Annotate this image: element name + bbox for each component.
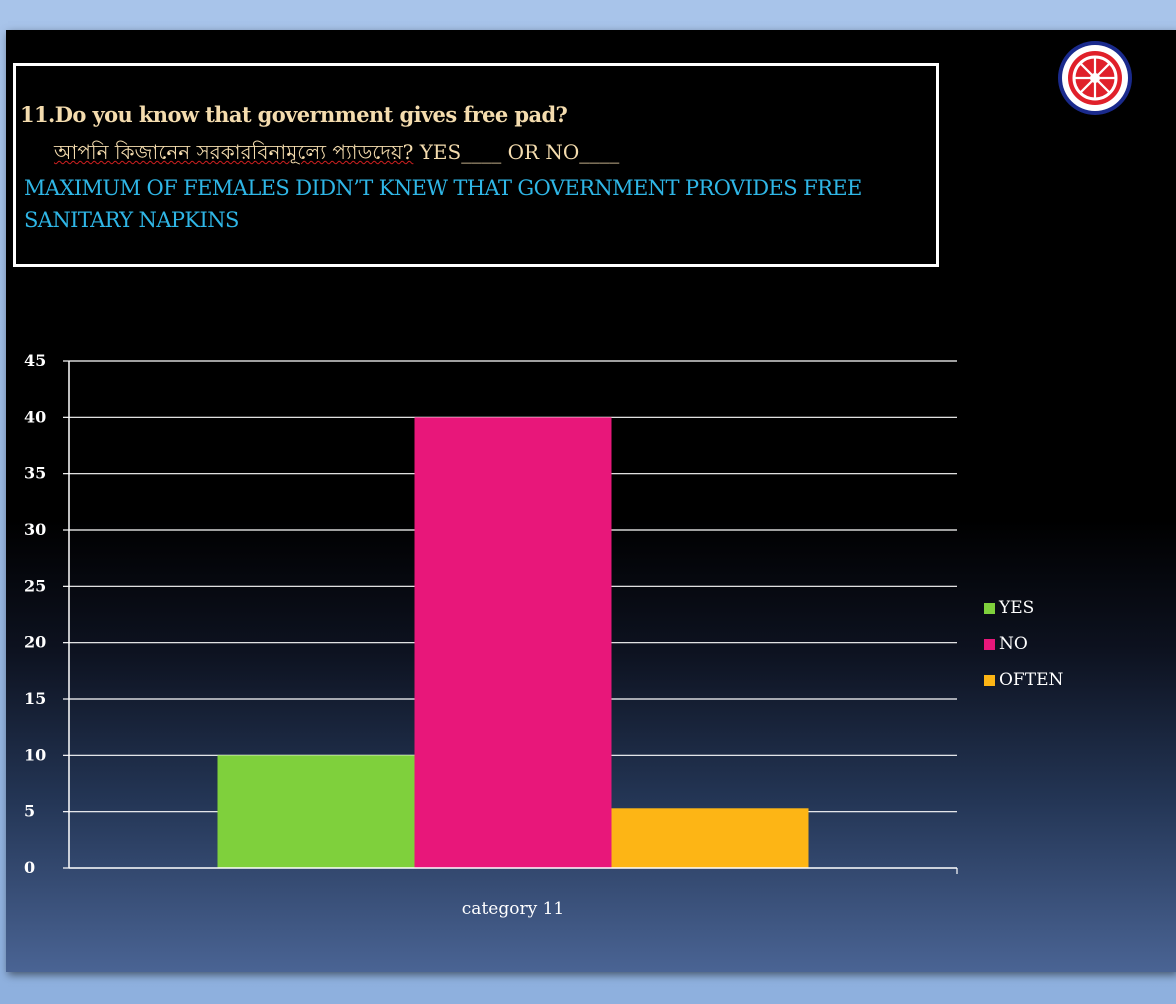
legend-label: OFTEN: [999, 670, 1064, 690]
question-box: [13, 63, 939, 267]
y-tick-label: 10: [24, 745, 46, 764]
legend-label: YES: [999, 598, 1035, 618]
axes: [63, 360, 958, 874]
bar-no: [414, 417, 612, 868]
legend: YES NO OFTEN: [984, 590, 1063, 698]
finding-text: MAXIMUM OF FEMALES DIDN’T KNEW THAT GOVE…: [24, 176, 862, 232]
legend-swatch: [984, 674, 995, 686]
slide: 11.Do you know that government gives fre…: [6, 30, 1176, 972]
bar-yes: [217, 755, 415, 868]
answer-options: YES____ OR NO____: [413, 140, 620, 164]
y-tick-label: 0: [24, 858, 35, 877]
y-tick-label: 5: [24, 802, 35, 821]
wheel-emblem-icon: [1058, 41, 1132, 115]
axis-labels: 0 5 10 15 20 25 30 35 40 45 category 11: [24, 351, 564, 919]
legend-label: NO: [999, 634, 1028, 654]
y-tick-label: 35: [24, 464, 46, 483]
bar-chart: 0 5 10 15 20 25 30 35 40 45 category 11: [24, 351, 958, 919]
y-tick-label: 40: [24, 407, 46, 426]
question-title: 11.Do you know that government gives fre…: [20, 102, 568, 127]
legend-item-often: OFTEN: [984, 662, 1063, 698]
legend-item-no: NO: [984, 626, 1063, 662]
legend-swatch: [984, 602, 995, 614]
y-tick-label: 30: [24, 520, 46, 539]
y-tick-label: 45: [24, 351, 46, 370]
legend-item-yes: YES: [984, 590, 1063, 626]
bars: [217, 417, 809, 868]
legend-swatch: [984, 638, 995, 650]
y-tick-label: 15: [24, 689, 46, 708]
x-category-label: category 11: [462, 899, 564, 919]
y-tick-label: 25: [24, 576, 46, 595]
bengali-question: আপনি কিজানেন সরকারবিনামূল্যে প্যাডদেয়?: [54, 140, 414, 164]
bar-often: [611, 808, 809, 868]
question-bengali-line: আপনি কিজানেন সরকারবিনামূল্যে প্যাডদেয়? …: [54, 138, 619, 171]
y-tick-label: 20: [24, 633, 46, 652]
